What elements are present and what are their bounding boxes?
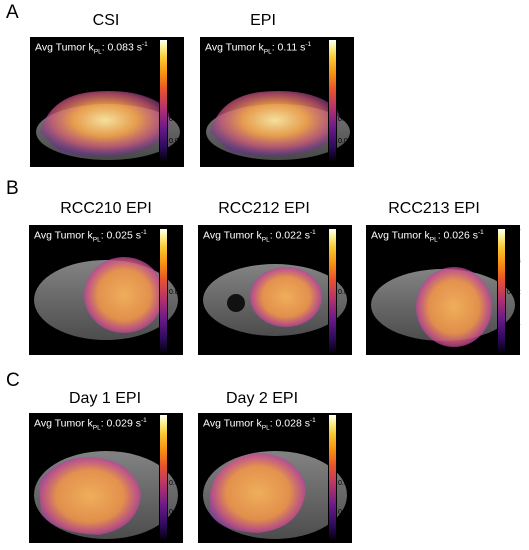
- colorbar-tick: 0.03: [338, 450, 352, 457]
- colorbar-tick: 0.04: [169, 421, 183, 428]
- colorbar-tick: 0.06: [169, 92, 183, 99]
- colorbar-tick: 0.06: [338, 92, 352, 99]
- colorbar-tick: 0: [169, 537, 173, 544]
- colorbar-tick: 0.01: [169, 320, 183, 327]
- colorbar-tick: 0.04: [338, 226, 352, 233]
- colorbar-tick: 0.08: [169, 68, 183, 75]
- colorbar: [328, 414, 337, 542]
- colorbar-tick: 0.04: [338, 116, 352, 123]
- colorbar-tick: 0.04: [169, 226, 183, 233]
- colorbar: [159, 39, 168, 163]
- colorbar-tick: 0.01: [338, 509, 352, 516]
- colorbar: [328, 39, 337, 163]
- panel-a-image-1: Avg Tumor kPL: 0.083 s-1: [30, 37, 184, 167]
- panel-c-image-1: Avg Tumor kPL: 0.029 s-1: [29, 413, 183, 543]
- colorbar-tick: 0: [338, 158, 342, 165]
- avg-tumor-kpl-label: Avg Tumor kPL: 0.026 s-1: [371, 229, 484, 244]
- colorbar: [159, 414, 168, 542]
- colorbar: [159, 228, 168, 355]
- panel-b-image-3: Avg Tumor kPL: 0.026 s-1: [366, 225, 520, 355]
- panel-b-title-3: RCC213 EPI: [388, 200, 480, 217]
- panel-b-title-2: RCC212 EPI: [218, 200, 310, 217]
- panel-c-title-1: Day 1 EPI: [68, 390, 142, 407]
- colorbar-tick: 0.02: [169, 138, 183, 145]
- colorbar-tick: 0: [338, 350, 342, 357]
- panel-letter-c: C: [6, 370, 20, 391]
- avg-tumor-kpl-label: Avg Tumor kPL: 0.029 s-1: [34, 417, 147, 432]
- colorbar-tick: 0.04: [507, 226, 521, 233]
- panel-a-title-1: CSI: [92, 12, 120, 29]
- colorbar-tick: 0: [338, 537, 342, 544]
- panel-letter-a: A: [6, 2, 19, 23]
- colorbar-tick: 0.02: [169, 289, 183, 296]
- panel-b-image-2: Avg Tumor kPL: 0.022 s-1: [198, 225, 352, 355]
- colorbar-tick: 0.02: [507, 289, 521, 296]
- colorbar-tick: 0.1: [338, 44, 348, 51]
- colorbar-tick: 0.01: [338, 320, 352, 327]
- avg-tumor-kpl-label: Avg Tumor kPL: 0.083 s-1: [35, 41, 148, 56]
- colorbar-tick: 0.03: [507, 258, 521, 265]
- colorbar-tick: 0.02: [169, 480, 183, 487]
- panel-letter-b: B: [6, 178, 19, 199]
- panel-a-title-2: EPI: [250, 12, 276, 29]
- avg-tumor-kpl-label: Avg Tumor kPL: 0.025 s-1: [34, 229, 147, 244]
- colorbar-tick: 0.1: [169, 44, 179, 51]
- colorbar-tick: 0: [507, 350, 511, 357]
- colorbar-tick: 0.02: [338, 289, 352, 296]
- colorbar-tick: 0.08: [338, 68, 352, 75]
- colorbar-tick: 0.01: [169, 509, 183, 516]
- colorbar-tick: 0.02: [338, 138, 352, 145]
- panel-b-title-1: RCC210 EPI: [60, 200, 152, 217]
- colorbar-tick: 0.01: [507, 320, 521, 327]
- panel-c-image-2: Avg Tumor kPL: 0.028 s-1: [198, 413, 352, 543]
- colorbar-tick: 0.04: [169, 116, 183, 123]
- colorbar-tick: 0.03: [169, 258, 183, 265]
- avg-tumor-kpl-label: Avg Tumor kPL: 0.11 s-1: [205, 41, 312, 56]
- panel-b-image-1: Avg Tumor kPL: 0.025 s-1: [29, 225, 183, 355]
- colorbar-tick: 0.03: [169, 450, 183, 457]
- colorbar-tick: 0: [169, 350, 173, 357]
- avg-tumor-kpl-label: Avg Tumor kPL: 0.022 s-1: [203, 229, 316, 244]
- avg-tumor-kpl-label: Avg Tumor kPL: 0.028 s-1: [203, 417, 316, 432]
- colorbar-tick: 0: [169, 158, 173, 165]
- colorbar-tick: 0.02: [338, 480, 352, 487]
- colorbar: [328, 228, 337, 355]
- colorbar: [497, 228, 506, 355]
- colorbar-tick: 0.04: [338, 421, 352, 428]
- panel-c-title-2: Day 2 EPI: [225, 390, 299, 407]
- colorbar-tick: 0.03: [338, 258, 352, 265]
